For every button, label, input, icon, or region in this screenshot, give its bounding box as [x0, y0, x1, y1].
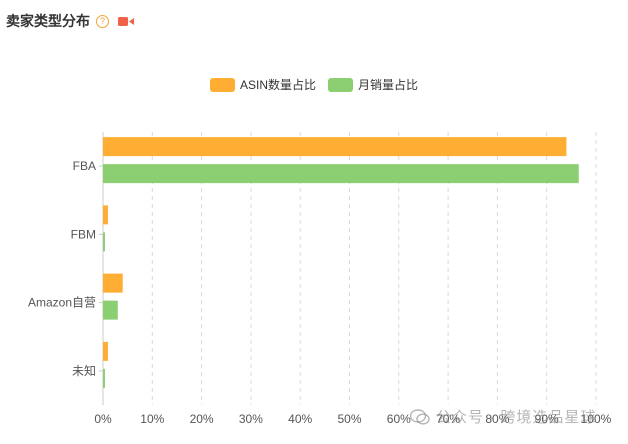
chart-title: 卖家类型分布: [6, 13, 90, 29]
legend-item-sales[interactable]: 月销量占比: [328, 76, 418, 93]
bar-sales: [103, 300, 118, 320]
x-tick-label: 0%: [94, 412, 112, 426]
x-tick-label: 100%: [581, 412, 612, 426]
bar-asin: [103, 273, 123, 293]
chart-legend: ASIN数量占比 月销量占比: [0, 76, 628, 93]
x-tick-label: 70%: [436, 412, 460, 426]
x-tick-label: 60%: [387, 412, 411, 426]
legend-label-sales: 月销量占比: [358, 78, 419, 92]
y-category-label: FBA: [73, 159, 96, 173]
bar-sales: [103, 232, 105, 252]
x-tick-label: 40%: [288, 412, 312, 426]
x-tick-label: 80%: [485, 412, 509, 426]
video-camera-icon[interactable]: [118, 16, 134, 27]
legend-swatch-asin: [209, 77, 235, 92]
legend-label-asin: ASIN数量占比: [239, 78, 316, 92]
y-category-label: Amazon自营: [28, 296, 96, 310]
y-category-label: FBM: [71, 227, 96, 241]
bar-asin: [103, 341, 108, 361]
x-tick-label: 20%: [190, 412, 214, 426]
bar-sales: [103, 368, 105, 388]
wechat-icon: [410, 408, 430, 425]
x-tick-label: 90%: [535, 412, 559, 426]
legend-swatch-sales: [328, 77, 353, 92]
y-category-label: 未知: [72, 364, 96, 378]
question-circle-icon[interactable]: ?: [96, 14, 109, 28]
x-tick-label: 10%: [140, 412, 164, 426]
x-tick-label: 30%: [239, 412, 263, 426]
x-tick-label: 50%: [337, 412, 361, 426]
watermark-text: 公众号 · 跨境选品星球: [436, 409, 597, 426]
bar-asin: [103, 205, 108, 225]
bar-sales: [103, 164, 579, 184]
bar-asin: [103, 137, 567, 157]
legend-item-asin[interactable]: ASIN数量占比: [209, 76, 316, 93]
chart-header: 卖家类型分布 ?: [6, 11, 134, 31]
watermark: 公众号 · 跨境选品星球: [410, 406, 596, 427]
